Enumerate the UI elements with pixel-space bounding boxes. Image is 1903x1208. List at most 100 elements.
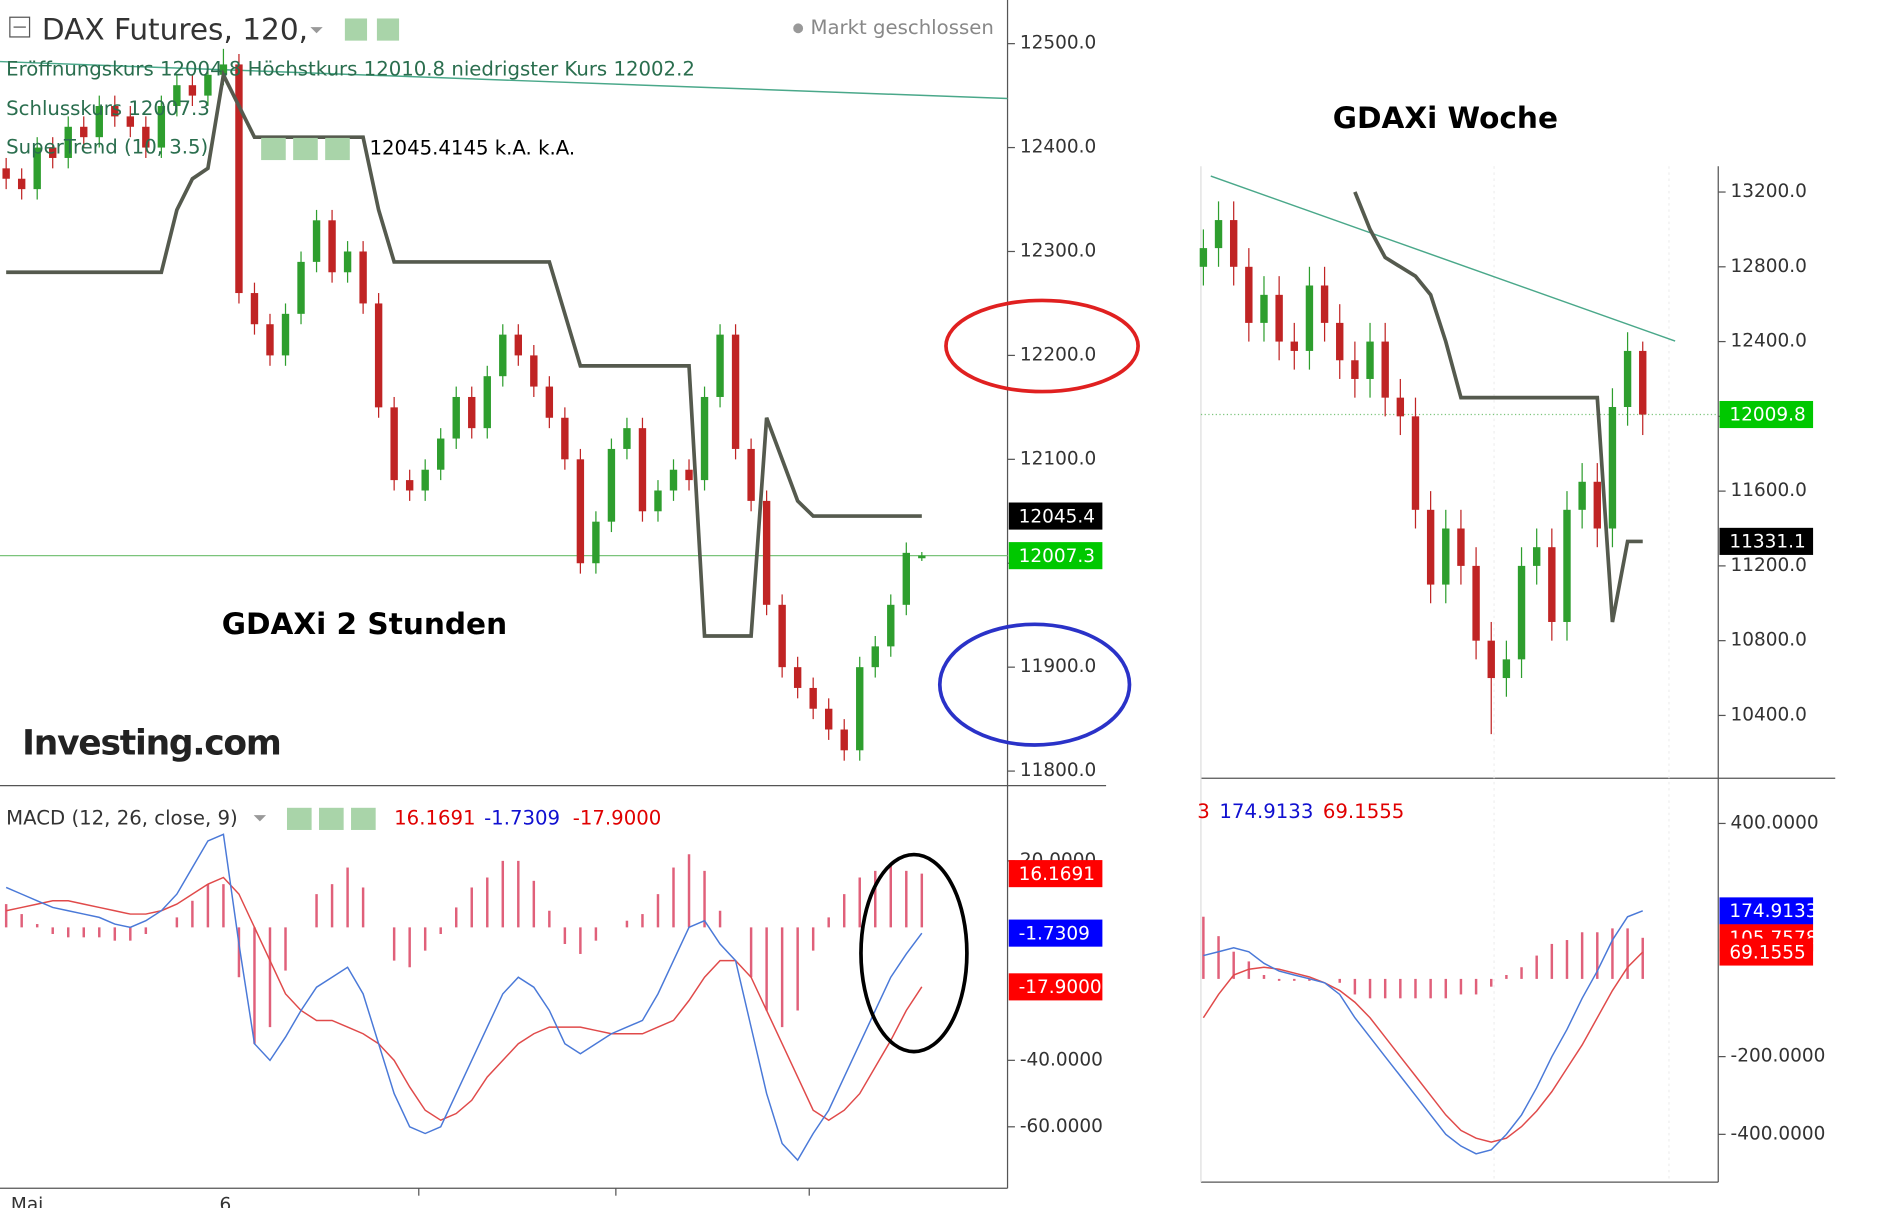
candle-body: [840, 729, 848, 751]
candle-body: [297, 261, 305, 314]
price-badge: [1008, 919, 1103, 947]
symbol-title: DAX Futures, 120,: [42, 12, 308, 46]
macd-legend-value: 16.1691: [394, 806, 475, 829]
candle-body: [1411, 416, 1420, 510]
price-badge-label: 12007.3: [1019, 546, 1095, 567]
annotation-ellipse: [937, 622, 1132, 747]
candle-body: [437, 438, 445, 470]
y-tick-label: -60.0000: [1020, 1116, 1103, 1137]
candle-body: [638, 428, 647, 512]
macd-legend-value: 174.9133: [1219, 800, 1313, 823]
eye-icon[interactable]: [261, 137, 286, 161]
eye-icon[interactable]: [286, 807, 312, 830]
settings-icon[interactable]: [293, 137, 318, 161]
candle-body: [157, 105, 166, 148]
indicator-values: 12045.4145 k.A. k.A.: [370, 137, 576, 160]
price-badge-label: 16.1691: [1019, 864, 1095, 885]
candle-body: [328, 220, 336, 273]
candle-body: [95, 105, 103, 138]
price-badge: [1008, 542, 1103, 570]
candle-body: [1381, 341, 1389, 398]
candle-body: [1336, 322, 1344, 361]
macd-legend-value: 3: [1197, 800, 1210, 823]
candle-body: [856, 667, 864, 751]
macd-legend-value: -1.7309: [484, 806, 560, 829]
candle-body: [2, 168, 10, 179]
price-badge: [1008, 860, 1103, 888]
x-tick-label: 6: [220, 1195, 232, 1208]
close-info: Schlusskurs 12007.3: [6, 97, 210, 120]
candle-body: [1426, 509, 1435, 585]
remove-icon[interactable]: [325, 137, 350, 161]
price-badge: [1719, 527, 1814, 555]
y-tick-label: 12400.0: [1731, 331, 1807, 352]
indicator-title: SuperTrend (10, 3.5): [6, 135, 208, 158]
candle-body: [343, 251, 352, 273]
candle-body: [731, 334, 740, 449]
price-badge-label: 174.9133: [1729, 901, 1817, 922]
eye-icon[interactable]: [344, 18, 368, 41]
remove-icon[interactable]: [351, 807, 376, 830]
collapse-icon[interactable]: [9, 16, 31, 38]
candle-body: [1396, 397, 1405, 417]
y-tick-label: 13200.0: [1731, 181, 1807, 202]
candle-body: [887, 604, 895, 647]
candle-body: [871, 646, 879, 668]
candle-body: [1245, 266, 1253, 323]
price-badge-label: 12045.4: [1019, 506, 1095, 527]
candle-body: [468, 396, 476, 429]
price-badge: [1008, 502, 1103, 530]
candle-body: [452, 396, 460, 439]
candle-body: [374, 303, 383, 408]
y-tick-label: 12400.0: [1020, 137, 1096, 158]
price-badge-label: -17.9000: [1019, 977, 1102, 998]
candle-body: [1487, 640, 1495, 679]
price-badge-label: 12009.8: [1729, 405, 1805, 426]
candle-body: [762, 500, 771, 605]
y-tick-label: -40.0000: [1020, 1049, 1103, 1070]
candle-body: [33, 147, 41, 190]
candle-body: [1229, 220, 1238, 267]
candle-body: [1502, 659, 1511, 679]
dropdown-icon[interactable]: [310, 27, 323, 34]
candle-body: [545, 386, 554, 418]
candle-body: [825, 708, 833, 730]
candle-body: [1351, 360, 1359, 379]
supertrend-line: [1353, 191, 1643, 623]
candle-body: [576, 459, 585, 564]
candle-body: [126, 116, 135, 127]
candle-body: [1548, 547, 1556, 622]
y-tick-label: 10800.0: [1731, 630, 1807, 651]
candle-body: [1593, 481, 1601, 529]
candle-body: [1517, 565, 1526, 660]
candle-body: [1214, 220, 1223, 249]
y-tick-label: 10400.0: [1731, 704, 1807, 725]
price-badge: [1719, 897, 1814, 925]
candle-body: [188, 85, 197, 96]
candle-body: [902, 552, 910, 605]
status-dot: [793, 23, 804, 34]
candle-body: [747, 448, 755, 501]
dropdown-icon[interactable]: [253, 815, 267, 822]
candle-body: [607, 448, 616, 522]
candle-body: [623, 428, 631, 449]
annotation-ellipse: [859, 852, 969, 1054]
candle-body: [266, 324, 274, 356]
candle-body: [204, 74, 212, 96]
candle-body: [1639, 350, 1647, 415]
candle-body: [530, 355, 538, 387]
candle-body: [1320, 285, 1329, 323]
macd-legend-value: 69.1555: [1323, 800, 1404, 823]
candle-body: [685, 469, 693, 481]
candle-body: [1275, 294, 1283, 342]
candle-body: [499, 334, 507, 377]
settings-icon[interactable]: [376, 18, 400, 41]
candle-body: [809, 687, 817, 709]
macd-line: [1203, 910, 1644, 1155]
settings-icon[interactable]: [319, 807, 344, 830]
y-tick-label: 11800.0: [1020, 760, 1096, 781]
brand-logo: Investing.com: [22, 723, 280, 763]
candle-body: [700, 396, 709, 481]
market-status: Markt geschlossen: [810, 16, 993, 39]
